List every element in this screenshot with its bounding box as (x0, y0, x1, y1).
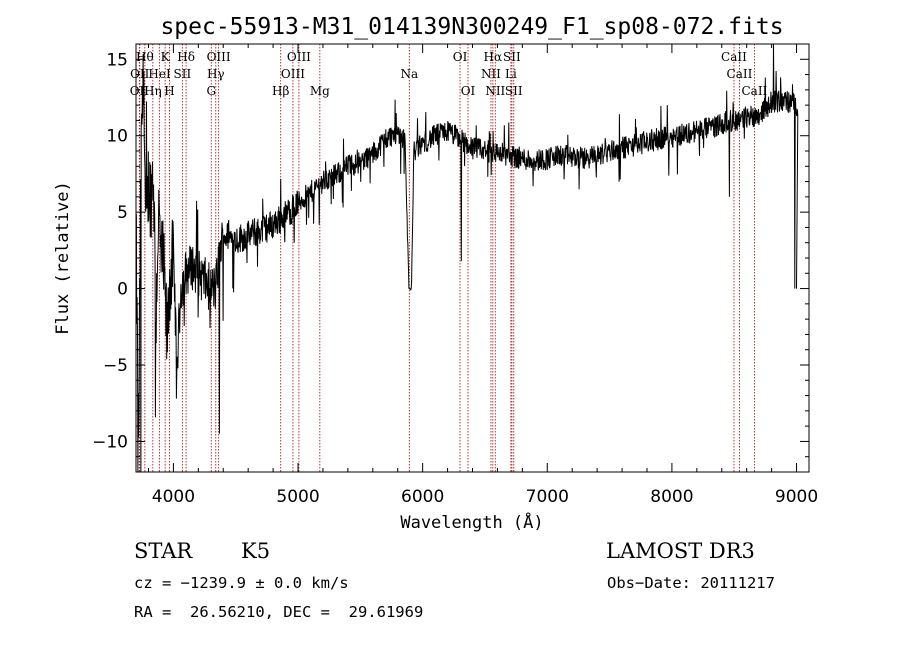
spectral-line-label: OIII (207, 50, 231, 64)
spectral-line-label: SII (505, 84, 523, 98)
y-axis-ticks: −10 −5 0 5 10 15 (92, 50, 809, 458)
x-tick-label: 7000 (526, 487, 569, 507)
spectral-line-label: Hα (484, 50, 503, 64)
spectral-line-label: OIII (281, 67, 305, 81)
y-tick-label: −10 (92, 432, 128, 452)
spectral-line-markers (138, 44, 755, 472)
spectral-line-label: CaII (721, 50, 747, 64)
spectral-line-label: Mg (310, 84, 330, 98)
y-tick-label: 0 (117, 280, 128, 300)
object-subclass: K5 (241, 539, 271, 563)
spectral-line-label: CaII (741, 84, 767, 98)
object-class: STAR (134, 539, 193, 563)
y-tick-label: −5 (103, 356, 128, 376)
survey-name: LAMOST DR3 (606, 539, 755, 563)
redshift-value: cz = −1239.9 ± 0.0 km/s (134, 574, 349, 592)
spectral-line-label: Hγ (207, 67, 225, 81)
spectral-line-label: H (164, 84, 174, 98)
spectral-line-label: G (206, 84, 216, 98)
x-tick-label: 8000 (650, 487, 693, 507)
x-tick-label: 5000 (276, 487, 319, 507)
spectral-line-label: Na (400, 67, 418, 81)
spectral-line-label: Hη (144, 84, 162, 98)
spectral-line-label: NII (481, 67, 501, 81)
x-tick-label: 4000 (152, 487, 195, 507)
spectral-line-label: OI (453, 50, 468, 64)
x-axis-label: Wavelength (Å) (400, 511, 543, 533)
observation-date: Obs−Date: 20111217 (607, 574, 775, 592)
spectral-line-label: CaII (727, 67, 753, 81)
spectral-line-label: Hδ (177, 50, 195, 64)
spectral-line-label: SII (174, 67, 192, 81)
coordinates: RA = 26.56210, DEC = 29.61969 (134, 603, 424, 621)
spectral-line-label: OI (461, 84, 476, 98)
spectral-line-label: SII (503, 50, 521, 64)
spectral-line-label: NII (485, 84, 505, 98)
spectral-line-label: K (161, 50, 171, 64)
spectral-line-labels: OIIHθOIIHηHeIKHSIIHδGHγOIIIHβOIIIOIIIMgN… (130, 50, 768, 98)
plot-frame (135, 43, 810, 473)
chart-title: spec-55913-M31_014139N300249_F1_sp08-072… (160, 14, 783, 40)
y-tick-label: 5 (117, 203, 128, 223)
y-tick-label: 10 (106, 127, 128, 147)
spectral-line-label: OII (130, 67, 150, 81)
y-tick-label: 15 (106, 50, 128, 70)
spectral-line-label: OIII (287, 50, 311, 64)
x-tick-label: 6000 (401, 487, 444, 507)
y-axis-label: Flux (relative) (53, 181, 73, 335)
spectral-line-label: Hθ (136, 50, 154, 64)
spectral-line-label: Li (505, 67, 517, 81)
x-tick-label: 9000 (775, 487, 818, 507)
x-axis-ticks: 4000 5000 6000 7000 8000 9000 (147, 44, 818, 507)
spectrum-series-line (135, 43, 799, 473)
spectral-line-label: HeI (148, 67, 171, 81)
spectral-line-label: Hβ (272, 84, 289, 98)
